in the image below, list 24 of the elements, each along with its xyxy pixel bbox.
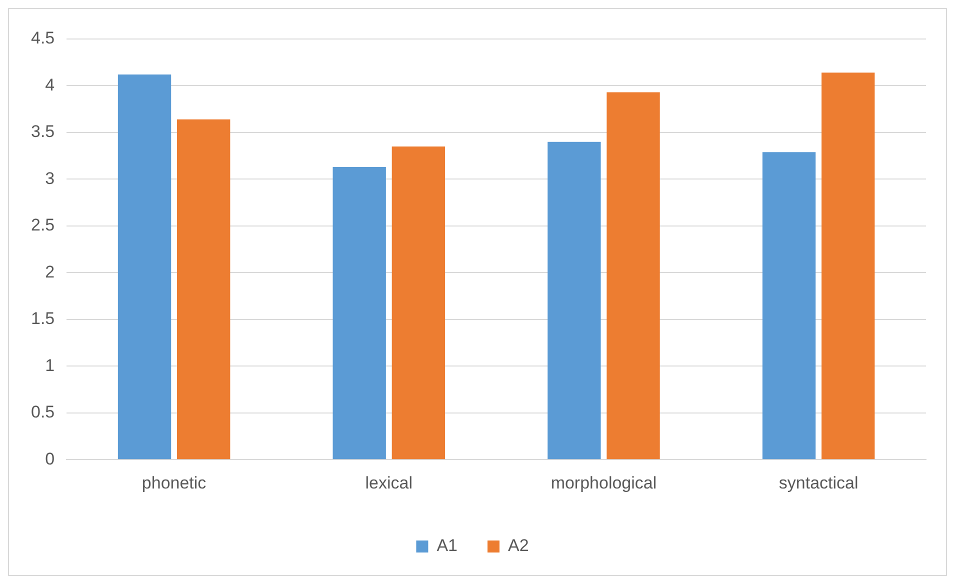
- bar: [392, 146, 446, 460]
- x-tick-label: lexical: [365, 473, 413, 492]
- x-tick-label: phonetic: [142, 473, 207, 492]
- y-tick-label: 4.5: [30, 28, 55, 48]
- y-tick-label: 4: [45, 75, 55, 94]
- y-tick-label: 1.5: [30, 309, 55, 328]
- y-tick-label: 3.5: [30, 122, 55, 142]
- legend-label: A1: [436, 536, 458, 556]
- y-tick-label: 2: [45, 262, 55, 282]
- x-tick-label: morphological: [550, 473, 657, 492]
- bar: [118, 74, 172, 460]
- y-tick-label: 1: [45, 356, 55, 375]
- bar: [177, 119, 230, 460]
- x-tick-label: syntactical: [778, 473, 858, 492]
- y-tick-label: 3: [45, 168, 55, 188]
- y-tick-label: 0.5: [30, 402, 55, 422]
- bar: [606, 92, 660, 460]
- bar: [548, 142, 601, 460]
- legend-label: A2: [508, 536, 529, 556]
- y-tick-label: 2.5: [30, 216, 55, 235]
- bar: [762, 152, 816, 460]
- bar: [332, 167, 386, 460]
- bar: [822, 72, 875, 460]
- y-tick-label: 0: [45, 449, 55, 468]
